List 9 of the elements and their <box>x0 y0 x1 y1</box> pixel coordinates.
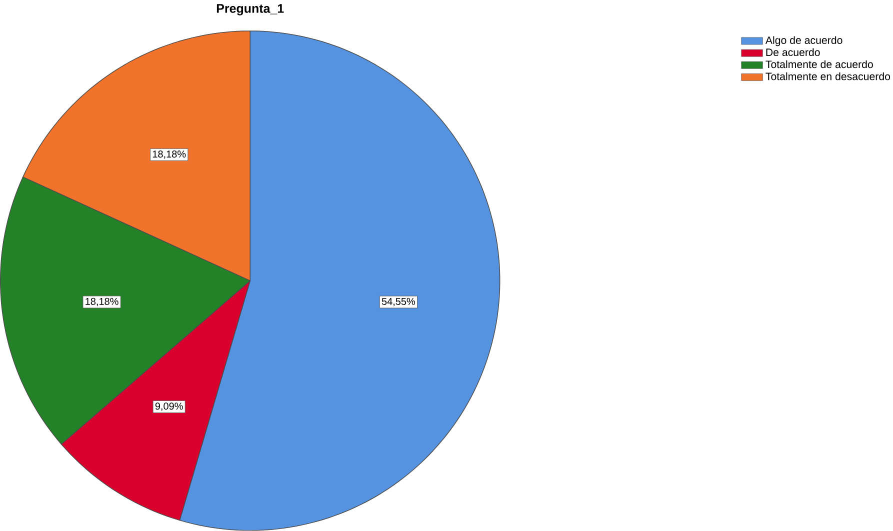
legend-label: Totalmente en desacuerdo <box>766 72 890 80</box>
chart-title: Pregunta_1 <box>216 4 284 16</box>
data-label: 54,55% <box>382 298 416 306</box>
data-label: 18,18% <box>86 298 118 306</box>
legend-label: De acuerdo <box>766 48 820 56</box>
legend-label: Totalmente de acuerdo <box>766 60 873 68</box>
data-label: 18,18% <box>152 150 186 159</box>
data-label: 9,09% <box>155 402 183 411</box>
legend-label: Algo de acuerdo <box>765 36 842 46</box>
